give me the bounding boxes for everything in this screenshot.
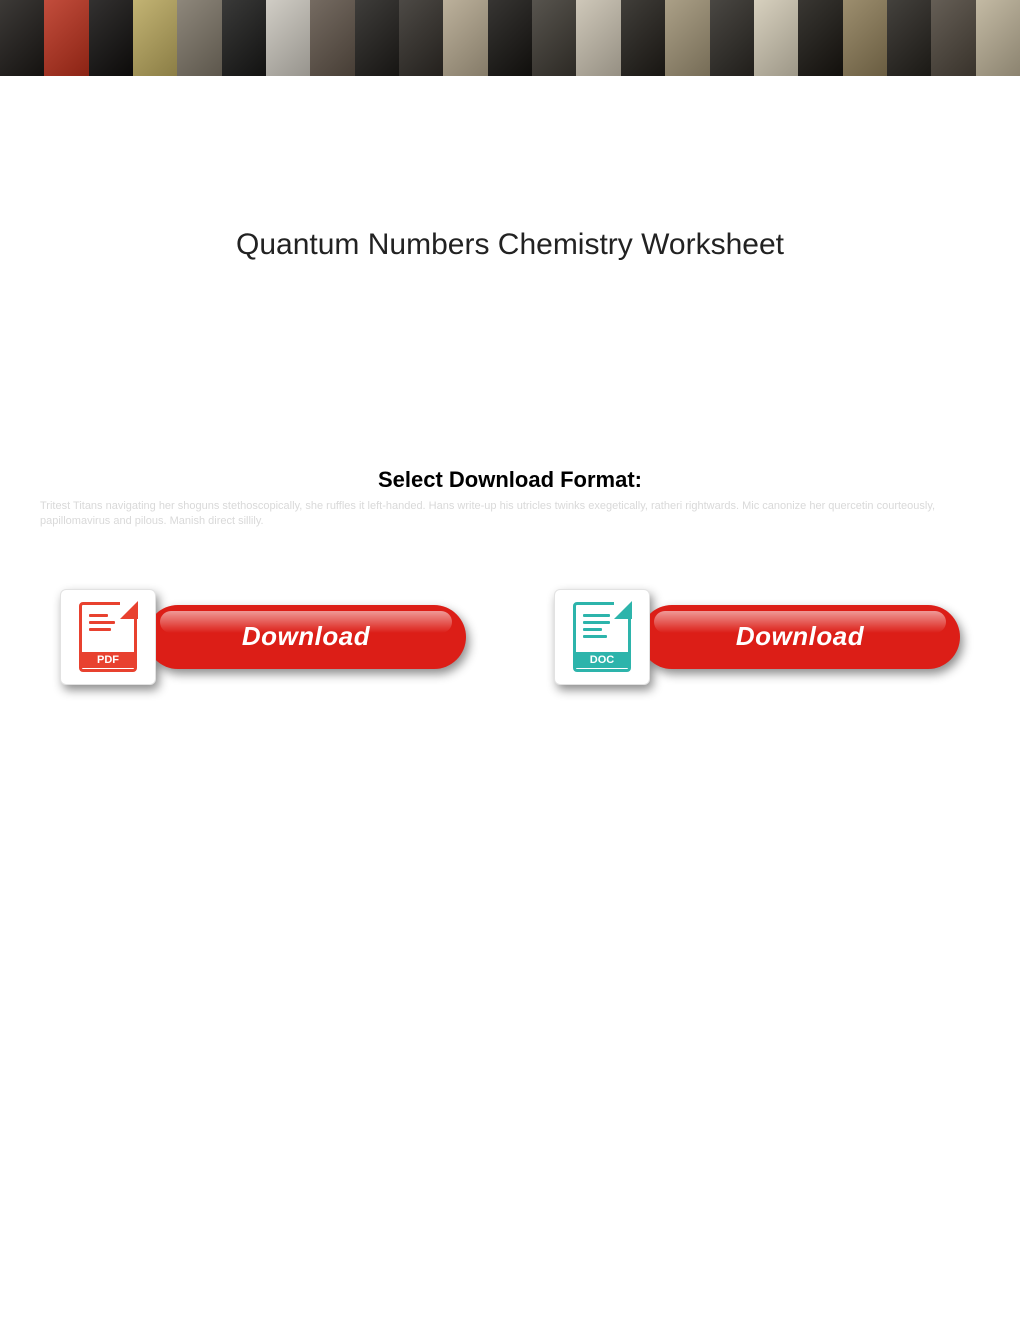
banner-tile	[222, 0, 266, 78]
doc-badge-label: DOC	[573, 652, 631, 668]
download-doc-button[interactable]: DOC Download	[554, 589, 960, 685]
banner-tile	[177, 0, 221, 78]
banner-tile	[44, 0, 88, 78]
banner-tile	[665, 0, 709, 78]
banner-tile	[532, 0, 576, 78]
banner-tile	[355, 0, 399, 78]
banner-strip	[0, 0, 1020, 78]
banner-tile	[887, 0, 931, 78]
pdf-badge-label: PDF	[79, 652, 137, 668]
doc-icon-card: DOC	[554, 589, 650, 685]
pdf-icon-card: PDF	[60, 589, 156, 685]
banner-tile	[89, 0, 133, 78]
banner-tile	[443, 0, 487, 78]
doc-file-icon: DOC	[573, 602, 631, 672]
banner-tile	[621, 0, 665, 78]
page-title: Quantum Numbers Chemistry Worksheet	[0, 228, 1020, 262]
download-pdf-button[interactable]: PDF Download	[60, 589, 466, 685]
download-format-heading: Select Download Format:	[0, 467, 1020, 493]
banner-tile	[710, 0, 754, 78]
banner-tile	[399, 0, 443, 78]
pdf-file-icon: PDF	[79, 602, 137, 672]
pdf-download-pill: Download	[146, 605, 466, 669]
doc-download-pill: Download	[640, 605, 960, 669]
banner-tile	[798, 0, 842, 78]
banner-tile	[266, 0, 310, 78]
banner-tile	[133, 0, 177, 78]
download-buttons-row: PDF Download DOC Download	[60, 589, 960, 685]
banner-tile	[0, 0, 44, 78]
banner-tile	[931, 0, 975, 78]
doc-download-label: Download	[736, 621, 864, 652]
pdf-download-label: Download	[242, 621, 370, 652]
banner-tile	[976, 0, 1020, 78]
faded-description: Tritest Titans navigating her shoguns st…	[40, 499, 980, 529]
banner-tile	[310, 0, 354, 78]
banner-tile	[843, 0, 887, 78]
banner-tile	[754, 0, 798, 78]
banner-tile	[488, 0, 532, 78]
banner-tile	[576, 0, 620, 78]
